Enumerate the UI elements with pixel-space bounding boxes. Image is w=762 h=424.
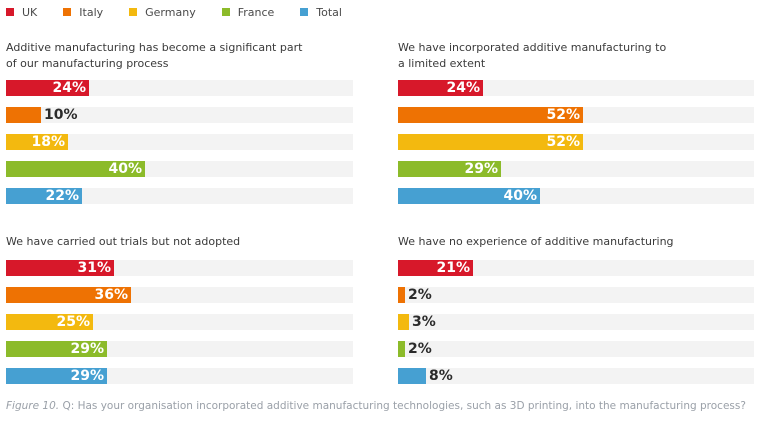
bar-value-label: 24% <box>446 80 480 96</box>
bar-italy <box>398 107 583 123</box>
bar-track <box>6 80 353 96</box>
bar-value-label: 25% <box>56 314 90 330</box>
panel-significant-part: Additive manufacturing has become a sign… <box>6 40 353 211</box>
figure-caption: Figure 10. Q: Has your organisation inco… <box>6 400 746 412</box>
bar-france <box>6 161 145 177</box>
bar-track <box>398 80 754 96</box>
bar-value-label: 29% <box>70 341 104 357</box>
legend-item-france: France <box>221 5 275 19</box>
bar-value-label: 29% <box>464 161 498 177</box>
bar-track <box>398 314 754 330</box>
panel-title: We have no experience of additive manufa… <box>398 235 674 248</box>
legend-item-germany: Germany <box>129 6 196 19</box>
legend-swatch <box>6 8 14 16</box>
bar-value-label: 31% <box>77 260 111 276</box>
bar-track <box>398 287 754 303</box>
bar-value-label: 36% <box>94 287 128 303</box>
bar-value-label: 40% <box>503 188 537 204</box>
legend-label: Total <box>316 5 342 19</box>
bar-track <box>6 188 353 204</box>
bar-total <box>6 368 107 384</box>
panel-no-experience: We have no experience of additive manufa… <box>398 234 754 391</box>
panel-limited-extent: We have incorporated additive manufactur… <box>398 40 754 211</box>
legend-swatch <box>63 8 72 16</box>
legend-item-total: Total <box>300 6 342 19</box>
bar-germany <box>398 134 583 150</box>
bar-uk <box>6 260 114 276</box>
legend: UK Italy Germany France Total <box>6 4 368 20</box>
figure-number: Figure 10. <box>6 400 60 412</box>
bar-uk <box>398 80 483 96</box>
legend-swatch <box>300 8 309 16</box>
panel-title: We have incorporated additive manufactur… <box>398 41 667 70</box>
bar-value-label: 2% <box>408 341 432 357</box>
bar-value-label: 3% <box>412 314 436 330</box>
bar-value-label: 52% <box>546 107 580 123</box>
bar-france <box>6 341 107 357</box>
bar-uk <box>398 260 473 276</box>
bar-value-label: 10% <box>44 107 78 123</box>
bar-track <box>398 341 754 357</box>
bar-italy <box>6 287 131 303</box>
bar-track <box>6 107 353 123</box>
bar-germany <box>398 314 409 330</box>
bar-track <box>398 260 754 276</box>
bar-uk <box>6 80 89 96</box>
legend-item-uk: UK <box>6 6 37 19</box>
bar-value-label: 40% <box>108 161 142 177</box>
bar-track <box>398 368 754 384</box>
legend-swatch <box>221 8 230 16</box>
bar-italy <box>398 287 405 303</box>
legend-label: France <box>237 5 275 19</box>
bar-germany <box>6 134 68 150</box>
panel-trials-not-adopted: We have carried out trials but not adopt… <box>6 234 353 391</box>
bar-value-label: 52% <box>546 134 580 150</box>
bar-france <box>398 341 405 357</box>
legend-label: UK <box>22 5 38 19</box>
bar-value-label: 29% <box>70 368 104 384</box>
bar-germany <box>6 314 93 330</box>
legend-label: Germany <box>145 5 196 19</box>
legend-label: Italy <box>79 5 104 19</box>
bar-value-label: 21% <box>436 260 470 276</box>
bar-value-label: 18% <box>31 134 65 150</box>
panel-title: We have carried out trials but not adopt… <box>6 235 241 248</box>
bar-value-label: 24% <box>52 80 86 96</box>
bar-track <box>6 134 353 150</box>
bar-total <box>398 188 540 204</box>
figure-question: Q: Has your organisation incorporated ad… <box>62 400 746 412</box>
bar-value-label: 22% <box>45 188 79 204</box>
legend-item-italy: Italy <box>63 6 103 19</box>
bar-italy <box>6 107 41 123</box>
bar-total <box>6 188 82 204</box>
panel-title: Additive manufacturing has become a sign… <box>6 41 303 70</box>
legend-swatch <box>129 8 138 16</box>
bar-value-label: 8% <box>429 368 453 384</box>
bar-total <box>398 368 426 384</box>
bar-value-label: 2% <box>408 287 432 303</box>
bar-france <box>398 161 501 177</box>
